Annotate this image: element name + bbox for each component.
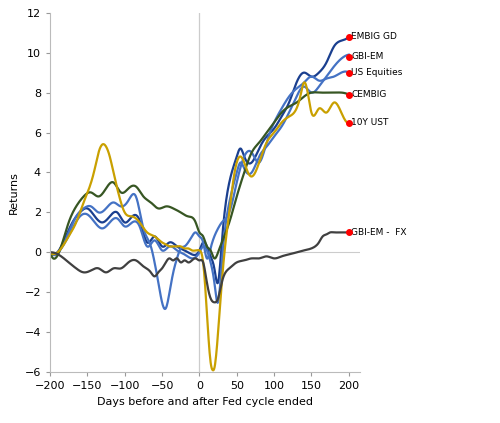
Text: 10Y UST: 10Y UST bbox=[351, 118, 389, 127]
Text: GBI-EM: GBI-EM bbox=[351, 52, 384, 61]
Text: CEMBIG: CEMBIG bbox=[351, 90, 386, 99]
Text: EMBIG GD: EMBIG GD bbox=[351, 32, 397, 41]
X-axis label: Days before and after Fed cycle ended: Days before and after Fed cycle ended bbox=[97, 397, 313, 407]
Text: GBI-EM -  FX: GBI-EM - FX bbox=[351, 228, 406, 237]
Text: US Equities: US Equities bbox=[351, 68, 403, 77]
Y-axis label: Returns: Returns bbox=[9, 171, 19, 214]
